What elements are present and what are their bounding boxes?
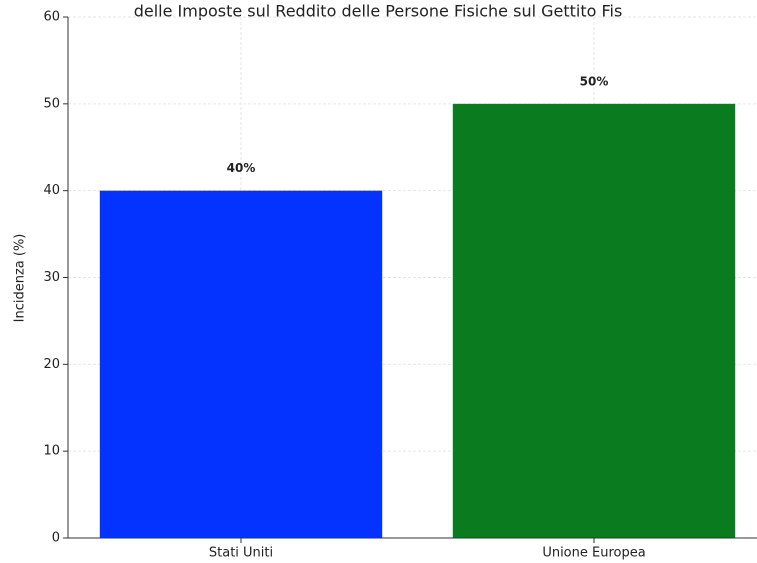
y-tick-label: 0	[52, 531, 60, 546]
y-axis-label: Incidenza (%)	[13, 234, 28, 323]
bar	[452, 103, 736, 538]
y-tick-label: 20	[43, 357, 60, 372]
y-tick-label: 40	[43, 183, 60, 198]
y-tick-label: 50	[43, 96, 60, 111]
y-tick-label: 60	[43, 10, 60, 25]
y-tick-label: 10	[43, 444, 60, 459]
value-label: 40%	[227, 161, 256, 175]
y-tick-label: 30	[43, 270, 60, 285]
bar	[99, 190, 383, 538]
value-label: 50%	[580, 74, 609, 88]
x-tick-label: Unione Europea	[542, 546, 645, 561]
chart-title: delle Imposte sul Reddito delle Persone …	[134, 2, 623, 21]
x-tick-label: Stati Uniti	[209, 546, 273, 561]
